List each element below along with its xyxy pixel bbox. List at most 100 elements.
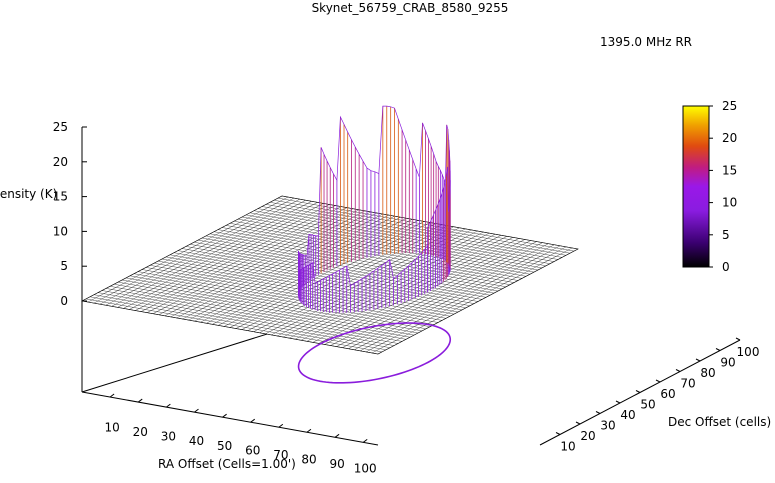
z-axis-label: Intensity (K) <box>0 187 57 201</box>
x-tick-label: 30 <box>161 430 176 444</box>
mesh-line-y <box>205 235 503 290</box>
colorbar-tick-label: 10 <box>722 196 737 210</box>
mesh-line-x <box>377 248 579 355</box>
mesh-line-y <box>201 237 499 292</box>
colorbar-tick-label: 5 <box>722 228 730 242</box>
mesh-line-x <box>247 225 448 331</box>
x-tick-mark <box>137 398 143 403</box>
y-tick-label: 100 <box>737 345 760 359</box>
y-tick-label: 20 <box>580 429 595 443</box>
y-tick-label: 70 <box>680 377 695 391</box>
x-tick-mark <box>109 393 115 398</box>
z-tick-label: 10 <box>53 224 68 238</box>
mesh-line-x <box>306 236 508 342</box>
colorbar: 0 5 10 15 20 25 <box>682 99 737 274</box>
mesh-line-x <box>366 246 567 353</box>
x-tick-label: 100 <box>354 462 377 476</box>
mesh-line-y <box>225 225 523 279</box>
mesh-line-x <box>312 237 513 343</box>
mesh-line-y <box>213 231 511 285</box>
z-tick-label: 5 <box>60 259 68 273</box>
mesh-line-x <box>342 242 543 348</box>
x-tick-label: 10 <box>104 421 119 435</box>
x-tick-mark <box>278 423 284 428</box>
y-tick-mark <box>715 348 721 351</box>
colorbar-tick-label: 15 <box>722 163 737 177</box>
x-tick-label: 40 <box>189 434 204 448</box>
z-axis-ticks: 0 5 10 15 20 25 <box>53 120 87 308</box>
mesh-line-x <box>354 244 555 350</box>
colorbar-tick-label: 25 <box>722 99 737 113</box>
x-tick-mark <box>194 408 199 413</box>
mesh-line-x <box>360 245 561 351</box>
x-axis-ticks: 10 20 30 40 50 60 70 80 90 100 <box>104 393 377 476</box>
colorbar-tick-label: 0 <box>722 260 730 274</box>
y-tick-label: 30 <box>600 419 615 433</box>
mesh-line-y <box>273 200 571 254</box>
y-tick-mark <box>555 432 561 435</box>
y-tick-label: 60 <box>660 387 675 401</box>
y-tick-label: 10 <box>560 440 575 454</box>
mesh-line-y <box>241 216 539 271</box>
colorbar-ticks: 0 5 10 15 20 25 <box>709 99 737 274</box>
mesh-line-x <box>289 232 490 339</box>
mesh-line-y <box>233 221 531 275</box>
x-axis-label: RA Offset (Cells=1.00') <box>158 457 296 471</box>
y-tick-mark <box>695 358 701 362</box>
y-axis-label: Dec Offset (cells) <box>668 415 771 429</box>
x-tick-label: 20 <box>133 425 148 439</box>
mesh-line-x <box>348 243 549 349</box>
y-tick-mark <box>655 379 661 383</box>
x-tick-mark <box>334 433 340 438</box>
x-tick-mark <box>222 413 227 418</box>
x-tick-label: 50 <box>217 439 232 453</box>
legend: 1395.0 MHz RR <box>600 35 740 49</box>
mesh-line-x <box>336 241 537 347</box>
y-tick-mark <box>575 421 581 425</box>
mesh-line-x <box>265 228 466 335</box>
floor-ring-projection <box>297 322 452 384</box>
colorbar-tick-label: 20 <box>722 131 737 145</box>
z-tick-label: 25 <box>53 120 68 134</box>
y-tick-mark <box>675 369 681 372</box>
y-tick-mark <box>615 400 621 404</box>
y-tick-label: 50 <box>640 398 655 412</box>
x-tick-label: 90 <box>329 457 344 471</box>
chart-title: Skynet_56759_CRAB_8580_9255 <box>312 1 509 15</box>
x-tick-mark <box>166 403 171 408</box>
y-tick-mark <box>635 390 641 393</box>
x-tick-label: 70 <box>273 448 288 462</box>
ring-scan-spikes <box>298 105 451 313</box>
floor-back-left-edge <box>81 329 281 393</box>
y-tick-label: 80 <box>700 366 715 380</box>
x-tick-mark <box>250 418 256 423</box>
y-tick-label: 40 <box>620 408 635 422</box>
floor-axes <box>81 329 741 446</box>
z-tick-label: 20 <box>53 155 68 169</box>
x-tick-label: 60 <box>245 443 260 457</box>
legend-label: 1395.0 MHz RR <box>600 35 692 49</box>
mesh-line-y <box>209 233 507 287</box>
mesh-line-y <box>237 218 535 273</box>
x-tick-label: 80 <box>301 452 316 466</box>
mesh-line-y <box>221 227 519 281</box>
z-tick-label: 0 <box>60 294 68 308</box>
mesh-line-x <box>253 226 454 332</box>
mesh-line-x <box>241 224 442 330</box>
z-tick-label: 15 <box>53 190 68 204</box>
y-tick-mark <box>595 411 601 414</box>
ring-top-trace <box>298 105 451 287</box>
y-tick-label: 90 <box>720 356 735 370</box>
mesh-line-y <box>245 214 543 269</box>
x-tick-mark <box>306 428 312 433</box>
mesh-line-y <box>261 206 559 260</box>
x-tick-mark <box>362 438 368 443</box>
y-tick-mark <box>735 337 741 341</box>
mesh-line-x <box>295 234 496 340</box>
mesh-line-x <box>371 247 573 354</box>
colorbar-gradient <box>682 105 710 268</box>
mesh-line-y <box>265 204 563 258</box>
mesh-line-y <box>217 229 515 283</box>
